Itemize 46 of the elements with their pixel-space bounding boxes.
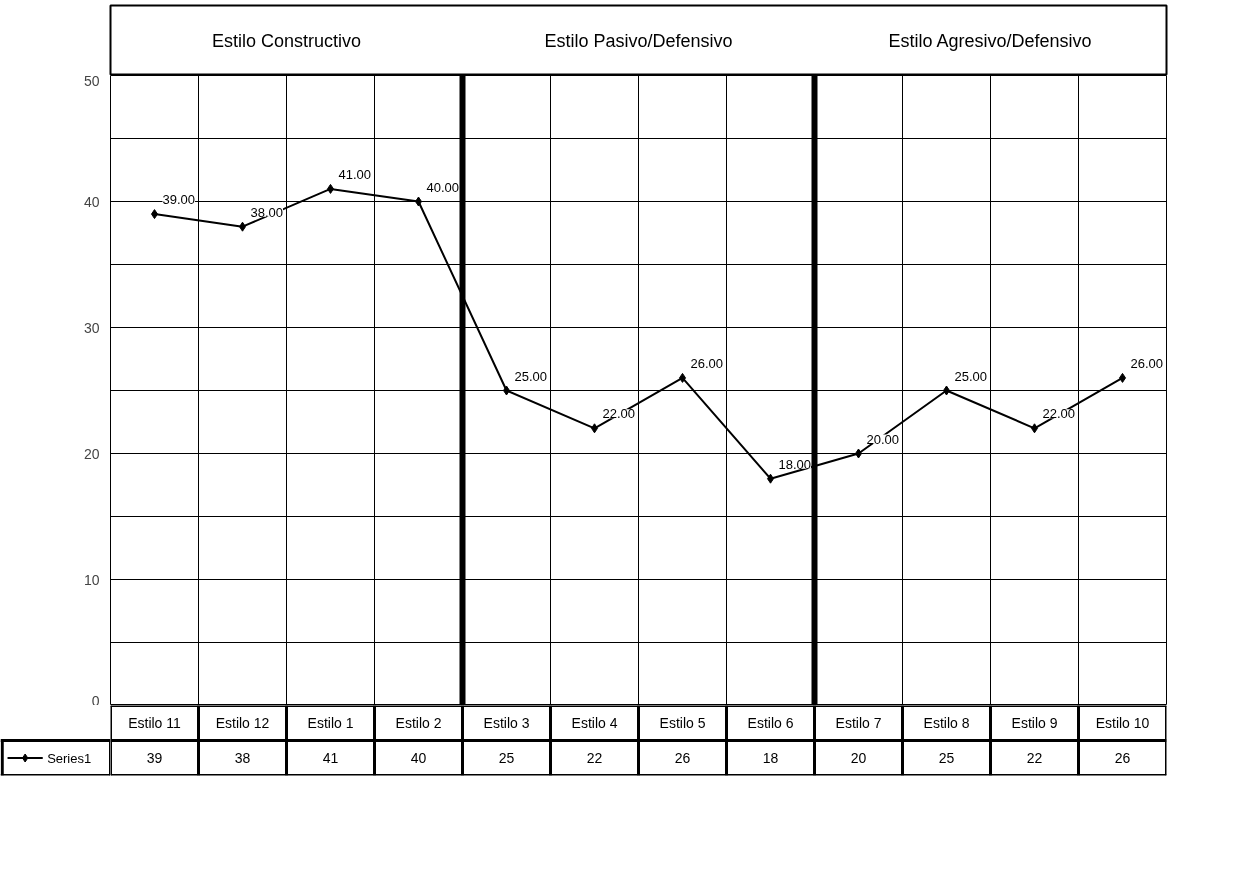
text: Estilo Pasivo/Defensivo — [544, 30, 733, 51]
y-tick-label: 20 — [83, 445, 100, 462]
annotation: 25.00 — [954, 368, 988, 384]
x-tick-label: Estilo 2 — [395, 715, 442, 731]
annotation: 22.00 — [1042, 406, 1076, 422]
data-label: 25 — [938, 750, 955, 766]
annotation: 26.00 — [690, 355, 724, 371]
y-tick-label: 10 — [83, 571, 100, 588]
annotation: 39.00 — [162, 192, 196, 208]
x-tick-label: Estilo 5 — [659, 715, 706, 731]
y-tick-label: 0 — [91, 692, 100, 709]
x-tick-label: Estilo 4 — [571, 715, 618, 731]
annotation: 22.00 — [602, 406, 636, 422]
annotation: 20.00 — [866, 431, 900, 447]
data-label: 38 — [234, 750, 251, 766]
data-label: 40 — [410, 750, 427, 766]
x-tick-label: Estilo 12 — [215, 715, 270, 731]
annotation: 40.00 — [426, 179, 460, 195]
legend-label: Series1 — [47, 750, 92, 766]
annotation: 18.00 — [778, 456, 812, 472]
data-label: 26 — [674, 750, 691, 766]
x-tick-label: Estilo 10 — [1095, 715, 1150, 731]
data-label: 18 — [762, 750, 779, 766]
x-tick-label: Estilo 1 — [307, 715, 354, 731]
x-tick-label: Estilo 6 — [747, 715, 794, 731]
x-tick-label: Estilo 7 — [835, 715, 882, 731]
data-label: 41 — [322, 750, 339, 766]
annotation: 26.00 — [1130, 355, 1164, 371]
text: Estilo Agresivo/Defensivo — [888, 30, 1092, 51]
x-tick-label: Estilo 9 — [1011, 715, 1058, 731]
x-tick-label: Estilo 11 — [128, 715, 182, 731]
y-tick-label: 40 — [83, 193, 100, 210]
y-tick-label: 30 — [83, 319, 100, 336]
data-label: 26 — [1114, 750, 1131, 766]
data-label: 20 — [850, 750, 867, 766]
data-label: 25 — [498, 750, 515, 766]
x-tick-label: Estilo 8 — [923, 715, 970, 731]
data-label: 22 — [586, 750, 603, 766]
x-tick-label: Estilo 3 — [483, 715, 530, 731]
annotation: 38.00 — [250, 204, 284, 220]
annotation: 41.00 — [338, 166, 372, 182]
y-tick-label: 50 — [83, 72, 100, 89]
annotation: 25.00 — [514, 368, 548, 384]
data-label: 39 — [146, 750, 163, 766]
text: Estilo Constructivo — [211, 30, 362, 51]
data-label: 22 — [1026, 750, 1043, 766]
